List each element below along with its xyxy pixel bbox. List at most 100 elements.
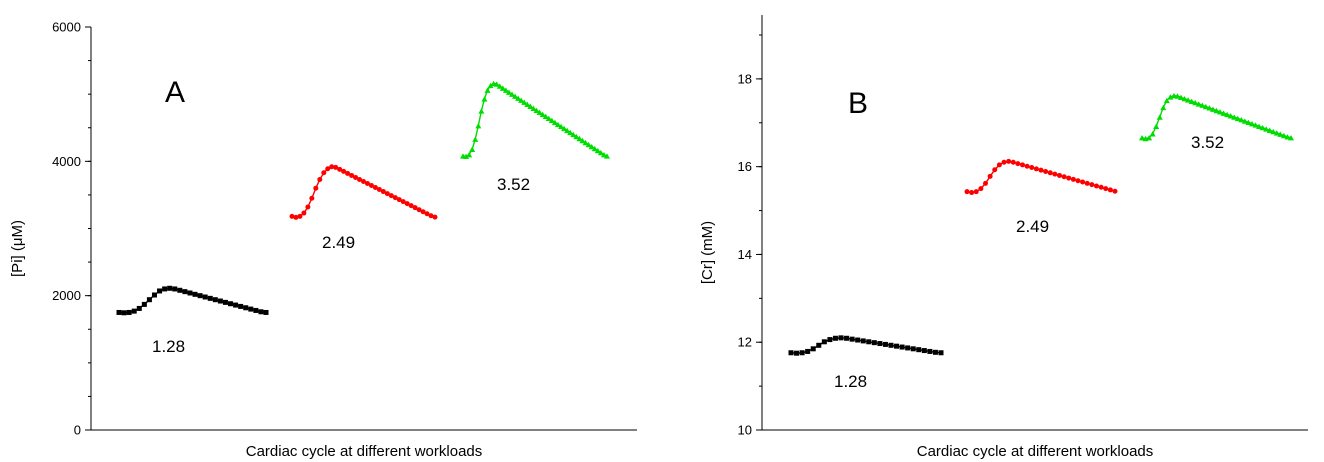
data-point [353, 174, 359, 180]
data-point [1057, 172, 1062, 178]
data-point [1047, 170, 1053, 176]
data-point [151, 292, 157, 298]
data-point [927, 348, 933, 354]
data-point [799, 350, 805, 356]
data-point [388, 193, 394, 199]
data-point [582, 139, 589, 146]
data-point [469, 146, 476, 152]
data-point [197, 293, 203, 299]
y-tick-label: 18 [738, 71, 752, 86]
data-point [536, 109, 543, 116]
data-point [116, 309, 122, 315]
data-point [1139, 135, 1145, 141]
data-point [396, 197, 402, 203]
data-point [248, 306, 254, 312]
data-point [1217, 109, 1224, 115]
data-point [364, 180, 370, 186]
data-point [1043, 168, 1049, 174]
data-point [301, 210, 307, 216]
data-point [293, 214, 299, 220]
data-point [263, 309, 269, 315]
data-point [1245, 119, 1252, 126]
data-point [228, 301, 234, 307]
data-point [871, 340, 877, 346]
series-label: 1.28 [834, 372, 867, 391]
data-point [810, 346, 816, 352]
data-point [141, 301, 147, 307]
y-tick-label: 4000 [52, 154, 81, 169]
data-point [463, 153, 470, 159]
data-point [921, 348, 927, 354]
data-point [1209, 106, 1216, 112]
data-point [412, 205, 418, 211]
panel-b: 10 12 14 16 18 Cardiac cycle at different wor… [699, 15, 1308, 460]
data-point [172, 286, 178, 292]
data-point [521, 99, 528, 105]
data-point [233, 302, 239, 308]
data-point [1252, 122, 1259, 128]
data-point [1001, 159, 1007, 165]
data-point [816, 342, 822, 348]
data-point [524, 101, 531, 107]
data-point [573, 133, 580, 140]
series-1.28: 1.28 [788, 335, 944, 391]
series-label: 3.52 [1191, 133, 1224, 152]
data-point [1185, 97, 1192, 103]
data-point [258, 309, 264, 315]
data-point [505, 89, 512, 95]
panel-letter: A [165, 76, 185, 109]
data-point [345, 170, 351, 176]
data-point [916, 347, 922, 353]
data-point [1066, 175, 1072, 181]
data-point [838, 335, 844, 341]
x-axis-label: Cardiac cycle at different workloads [246, 443, 483, 460]
data-point [827, 337, 833, 343]
data-point [1181, 95, 1188, 102]
data-point [1052, 171, 1058, 177]
data-point [849, 336, 855, 342]
data-point [1227, 113, 1234, 119]
data-point [894, 343, 900, 349]
data-point [973, 189, 979, 195]
data-point [1288, 135, 1294, 141]
series-3.52: 3.52 [460, 80, 610, 194]
data-point [337, 166, 343, 172]
data-point [502, 87, 509, 93]
data-point [475, 123, 482, 129]
panel-a: 0 2000 4000 6000 Cardiac cycle at different … [9, 20, 637, 460]
data-point [910, 346, 916, 352]
data-point [1263, 126, 1270, 132]
data-point [1070, 176, 1076, 182]
data-point [466, 151, 473, 158]
data-point [585, 141, 592, 148]
data-point [432, 214, 438, 220]
y-axis-label: [Pi] (μM) [9, 220, 26, 277]
data-point [321, 170, 327, 176]
data-point [416, 207, 422, 213]
data-point [121, 310, 127, 316]
data-point [1270, 128, 1277, 135]
data-point [1033, 166, 1039, 172]
data-point [131, 308, 137, 314]
data-point [1238, 117, 1245, 123]
data-point [217, 298, 223, 304]
y-tick-label: 0 [74, 423, 81, 438]
series-label: 3.52 [497, 175, 530, 194]
data-point [821, 339, 827, 345]
data-point [1273, 130, 1280, 136]
data-point [512, 93, 519, 99]
data-point [333, 164, 339, 170]
data-point [1006, 158, 1012, 164]
data-point [1107, 187, 1113, 193]
data-point [404, 201, 410, 207]
data-point [938, 350, 944, 356]
data-point [368, 183, 374, 189]
data-point [905, 345, 911, 351]
data-point [126, 309, 132, 315]
data-point [899, 344, 905, 350]
data-point [1241, 118, 1248, 124]
data-point [515, 95, 522, 101]
data-point [564, 127, 571, 134]
data-point [554, 121, 561, 128]
data-point [222, 299, 228, 305]
